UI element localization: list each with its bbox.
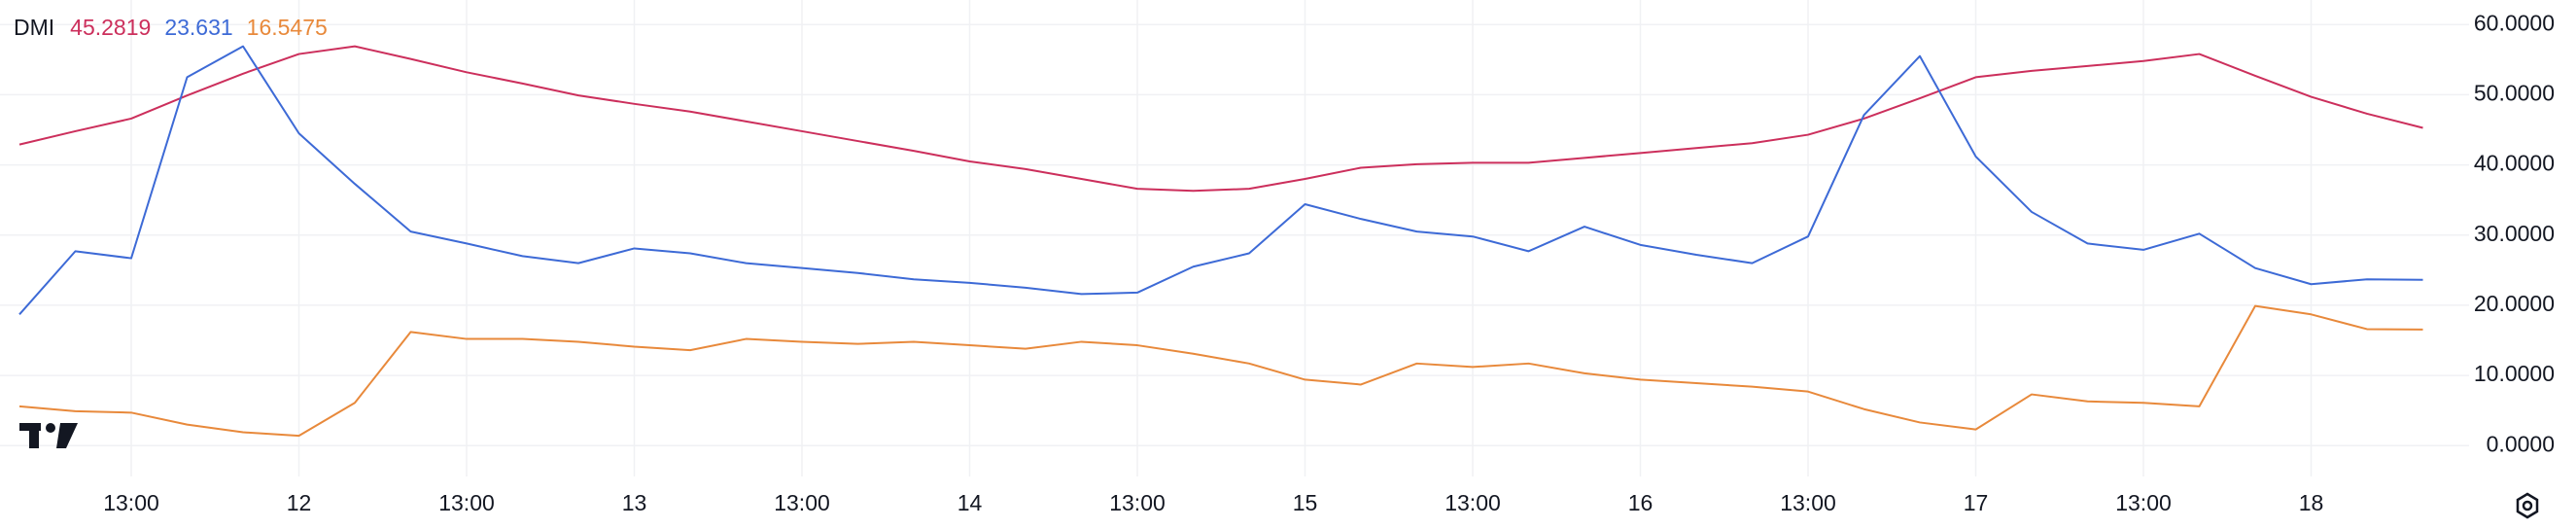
settings-dot[interactable]: [2522, 500, 2533, 511]
x-tick-label: 13:00: [1780, 490, 1836, 515]
legend-value: 23.631: [164, 15, 232, 40]
x-tick-label: 13:00: [103, 490, 159, 515]
y-tick-label: 30.0000: [2474, 221, 2555, 246]
y-tick-label: 60.0000: [2474, 10, 2555, 35]
series-line: [18, 304, 2423, 438]
series-line: [18, 45, 2423, 315]
x-tick-label: 12: [287, 490, 312, 515]
x-tick-label: 13:00: [774, 490, 830, 515]
logo-part: [56, 423, 78, 448]
legend-value: 45.2819: [70, 15, 151, 40]
legend-value: 16.5475: [247, 15, 328, 40]
x-tick-label: 15: [1293, 490, 1318, 515]
settings-icon[interactable]: [2516, 492, 2539, 519]
y-tick-label: 10.0000: [2474, 361, 2555, 386]
x-tick-label: 13:00: [438, 490, 495, 515]
x-tick-label: 16: [1628, 490, 1654, 515]
x-tick-label: 14: [957, 490, 983, 515]
y-tick-label: 0.0000: [2487, 431, 2555, 456]
logo-part: [46, 423, 55, 433]
x-tick-label: 13: [622, 490, 647, 515]
plot-layer: 0.0000 10.0000 20.0000 30.0000 40.0000 50.000…: [0, 0, 2555, 515]
x-tick-label: 18: [2299, 490, 2324, 515]
tradingview-logo: [19, 423, 78, 448]
logo-part: [29, 423, 39, 448]
x-tick-label: 17: [1964, 490, 1989, 515]
indicator-title: DMI: [14, 15, 54, 40]
x-tick-label: 13:00: [1109, 490, 1166, 515]
y-tick-label: 20.0000: [2474, 291, 2555, 316]
y-tick-label: 50.0000: [2474, 81, 2555, 106]
x-tick-label: 13:00: [1445, 490, 1501, 515]
y-tick-label: 40.0000: [2474, 151, 2555, 176]
x-tick-label: 13:00: [2115, 490, 2172, 515]
series-line: [18, 45, 2423, 193]
settings-hex[interactable]: [2516, 492, 2539, 519]
